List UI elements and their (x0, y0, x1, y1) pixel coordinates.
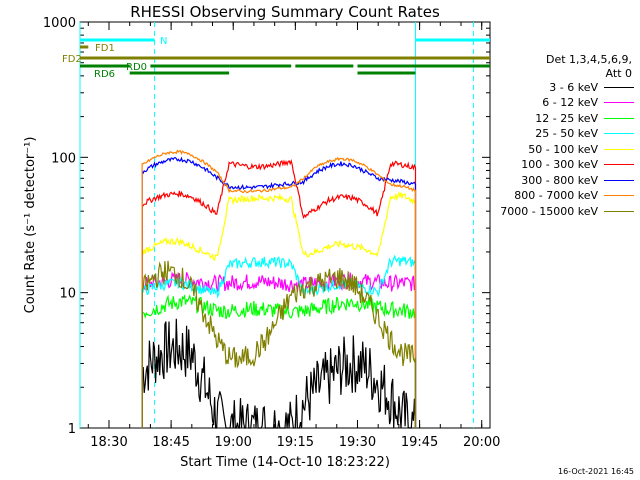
series-line-4 (141, 191, 417, 428)
x-tick-label: 19:45 (401, 435, 438, 450)
flag-label-fd1: FD1 (95, 43, 115, 54)
flag-bars: N FD1 FD2 RD0 RD6 (62, 22, 490, 428)
legend-title-line-2: Att 0 (605, 67, 632, 80)
y-tick-label: 1000 (43, 16, 76, 31)
legend-title: Det 1,3,4,5,6,9, Att 0 (546, 53, 632, 81)
legend-entry: 800 - 7000 keV (514, 189, 634, 203)
legend-swatch (604, 210, 634, 212)
legend-swatch (604, 102, 634, 103)
legend-entry: 3 - 6 keV (549, 80, 634, 94)
series-line-7 (141, 149, 417, 428)
legend-swatch (604, 117, 634, 119)
legend-label: 800 - 7000 keV (514, 189, 598, 202)
x-tick-label: 18:45 (152, 435, 189, 450)
y-tick-label: 1 (68, 422, 76, 437)
series-line-0 (141, 318, 417, 429)
y-axis-label: Count Rate (s⁻¹ detector⁻¹) (23, 137, 38, 314)
axis-labels: 1 10 100 1000 18:30 18:45 19:00 19:15 19:30 19:45… (23, 3, 500, 470)
chart-title: RHESSI Observing Summary Count Rates (130, 3, 440, 21)
legend-label: 12 - 25 keV (535, 111, 598, 125)
legend-label: 100 - 300 keV (521, 158, 598, 171)
legend-swatch (604, 86, 634, 88)
x-tick-label: 20:00 (463, 435, 500, 450)
legend-entry: 100 - 300 keV (521, 158, 634, 172)
flag-label-n: N (160, 36, 167, 47)
legend-entry: 6 - 12 keV (542, 96, 634, 110)
legend-swatch (604, 133, 634, 134)
legend-swatch (604, 195, 634, 196)
y-tick-label: 10 (59, 287, 76, 302)
legend-label: 6 - 12 keV (542, 96, 598, 109)
series-line-3 (141, 254, 417, 428)
legend-label: 7000 - 15000 keV (500, 204, 598, 218)
legend-swatch (604, 164, 634, 165)
x-tick-label: 18:30 (90, 435, 127, 450)
legend-swatch (604, 148, 634, 150)
legend-entry: 25 - 50 keV (535, 127, 634, 141)
flag-label-fd2: FD2 (62, 54, 82, 65)
data-series (141, 149, 417, 429)
x-tick-label: 19:15 (277, 435, 314, 450)
legend-label: 3 - 6 keV (549, 80, 598, 94)
legend-entry: 7000 - 15000 keV (500, 204, 634, 218)
flag-label-rd0: RD0 (126, 62, 147, 73)
legend-label: 50 - 100 keV (528, 142, 598, 156)
legend-label: 300 - 800 keV (521, 173, 598, 187)
legend-entry: 12 - 25 keV (535, 111, 634, 125)
x-tick-label: 19:30 (339, 435, 376, 450)
flag-label-rd6: RD6 (94, 69, 115, 80)
legend-entry: 50 - 100 keV (528, 142, 634, 156)
legend-title-line-1: Det 1,3,4,5,6,9, (545, 53, 632, 66)
series-line-8 (141, 260, 417, 428)
legend-label: 25 - 50 keV (535, 127, 598, 140)
series-line-6 (141, 156, 417, 428)
footer-timestamp: 16-Oct-2021 16:45 (558, 467, 634, 476)
series-line-2 (141, 293, 417, 428)
legend-swatch (604, 179, 634, 181)
series-line-5 (141, 159, 417, 428)
x-axis-label: Start Time (14-Oct-10 18:23:22) (180, 455, 390, 470)
y-tick-label: 100 (51, 151, 76, 166)
x-tick-label: 19:00 (214, 435, 251, 450)
legend-entry: 300 - 800 keV (521, 173, 634, 187)
